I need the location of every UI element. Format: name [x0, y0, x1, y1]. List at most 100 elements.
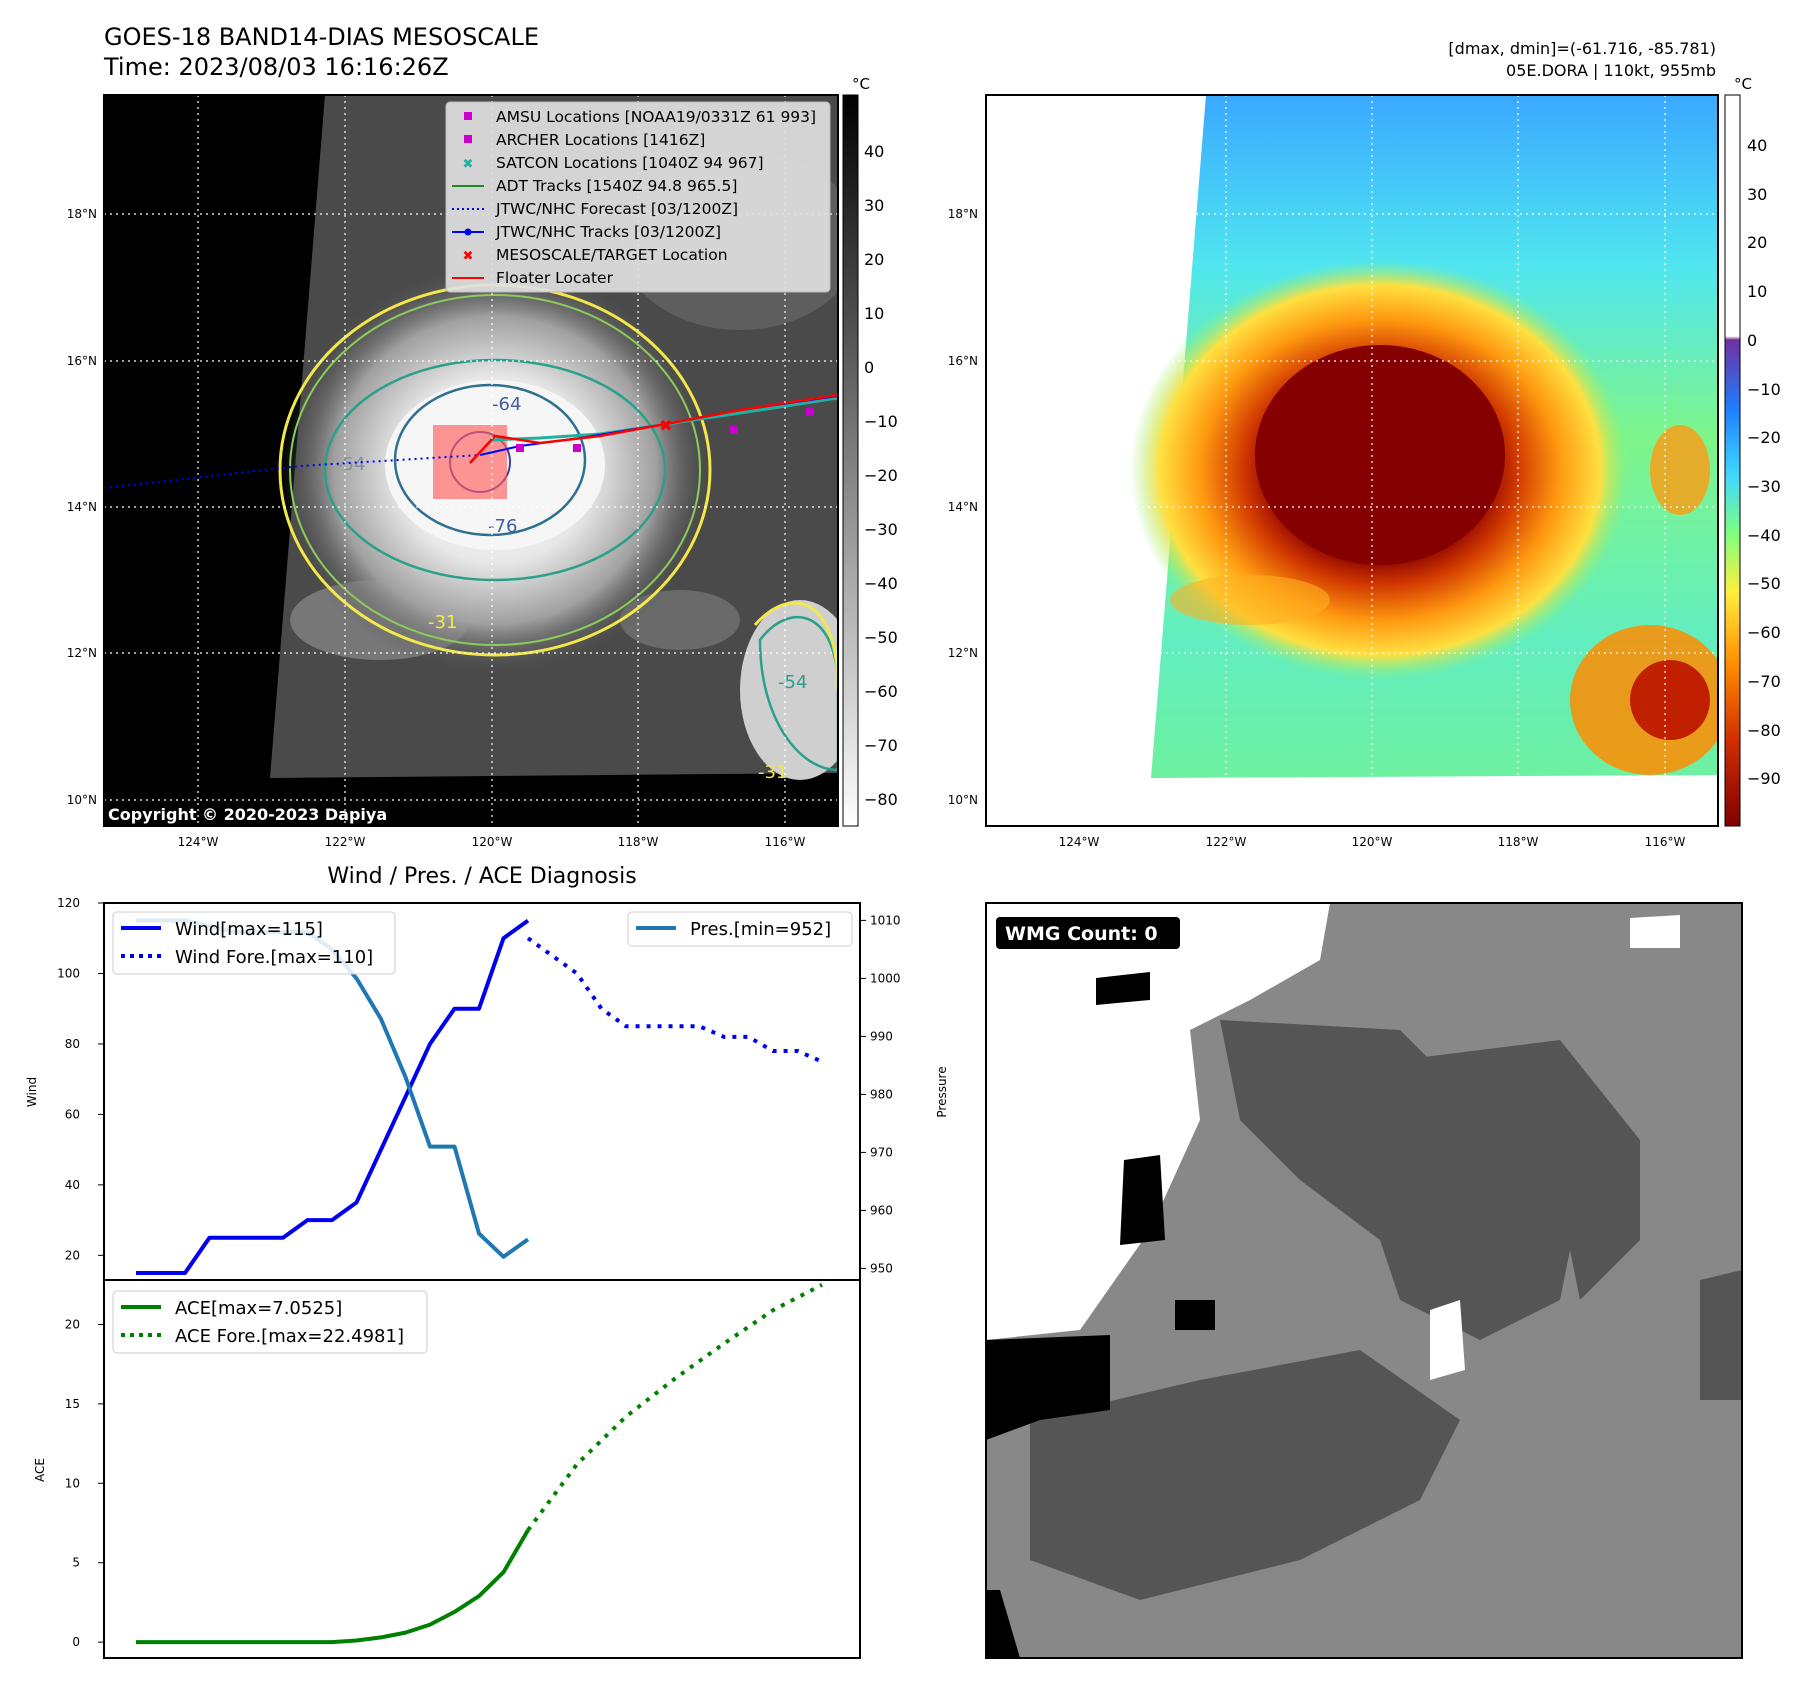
color-map-frame: [985, 94, 1719, 827]
pressure-legend-label: Pres.[min=952]: [690, 919, 831, 940]
wind-ticks: 20 40 60 80 100 120: [57, 896, 104, 1262]
wmg-count-label: WMG Count: 0: [1005, 923, 1158, 945]
ace-tick-label: 0: [72, 1635, 80, 1649]
legend-label: ADT Tracks [1540Z 94.8 965.5]: [496, 177, 737, 195]
lat-tick: 12°N: [67, 646, 97, 660]
cbar-tick: −80: [1747, 721, 1781, 740]
legend-label: MESOSCALE/TARGET Location: [496, 246, 728, 264]
color-colorbar: °C 40 30 20 10 0 −10 −20 −30 −40 −50 −60…: [1724, 75, 1781, 827]
pressure-tick-label: 990: [870, 1029, 893, 1043]
contour-label: -64: [492, 394, 521, 415]
contour-label: -31: [428, 612, 457, 633]
storm-info: 05E.DORA | 110kt, 955mb: [1506, 61, 1716, 80]
lat-tick: 10°N: [948, 793, 978, 807]
pressure-legend-box: [627, 911, 853, 947]
copyright-label: Copyright © 2020-2023 Dapiya: [108, 805, 387, 824]
lon-tick: 118°W: [618, 835, 659, 849]
cbar-tick: 0: [864, 358, 874, 377]
ace-line: [136, 1529, 530, 1645]
colorbar-unit: °C: [852, 75, 870, 93]
pressure-tick-label: 960: [870, 1203, 893, 1217]
cbar-tick: −20: [864, 466, 898, 485]
ir-lat-ticks: 18°N 16°N 14°N 12°N 10°N: [67, 207, 97, 807]
contour-teal: [323, 358, 667, 582]
ace-tick-label: 10: [65, 1476, 80, 1490]
lon-tick: 124°W: [1059, 835, 1100, 849]
cbar-tick: 10: [864, 304, 884, 323]
colorbar-unit: °C: [1734, 75, 1752, 93]
lat-tick: 16°N: [67, 354, 97, 368]
pressure-tick-label: 950: [870, 1261, 893, 1275]
wmg-frame: [985, 902, 1743, 1659]
wmg-panel: WMG Count: 0: [985, 902, 1743, 1659]
legend-label: Floater Locater: [496, 269, 614, 287]
wmg-class-black: [986, 1335, 1110, 1440]
lat-tick: 18°N: [67, 207, 97, 221]
wind-tick-label: 20: [65, 1248, 80, 1262]
wind-axis-label: Wind: [25, 1077, 39, 1107]
cbar-tick: −50: [1747, 574, 1781, 593]
wind-tick-label: 100: [57, 966, 80, 980]
cbar-tick: 10: [1747, 282, 1767, 301]
red-x-icon: ✖: [463, 249, 474, 264]
cbar-tick: −10: [864, 412, 898, 431]
cbar-tick: −70: [1747, 672, 1781, 691]
wmg-class-dark: [1220, 1020, 1580, 1340]
ace-tick-label: 20: [65, 1317, 80, 1331]
ir-colorbar: °C 40 30 20 10 0 −10 −20 −30 −40 −50 −60…: [842, 75, 898, 827]
ir-lon-ticks: 124°W 122°W 120°W 118°W 116°W: [178, 835, 806, 849]
ace-legend: ACE[max=7.0525] ACE Fore.[max=22.4981]: [112, 1290, 428, 1354]
cbar-tick: −40: [1747, 526, 1781, 545]
cbar-tick: 20: [864, 250, 884, 269]
pressure-tick-label: 970: [870, 1145, 893, 1159]
lat-tick: 12°N: [948, 646, 978, 660]
ace-fore-legend-label: ACE Fore.[max=22.4981]: [175, 1326, 404, 1347]
legend-item: JTWC/NHC Forecast [03/1200Z]: [452, 200, 738, 218]
lon-tick: 122°W: [1206, 835, 1247, 849]
legend-item: Floater Locater: [452, 269, 614, 287]
diagnosis-title: Wind / Pres. / ACE Diagnosis: [327, 864, 636, 889]
cbar-tick: −80: [864, 790, 898, 809]
cbar-tick: −50: [864, 628, 898, 647]
lon-tick: 116°W: [765, 835, 806, 849]
legend-item: JTWC/NHC Tracks [03/1200Z]: [452, 223, 721, 241]
intensity-range: [dmax, dmin]=(-61.716, -85.781): [1448, 39, 1716, 58]
lat-tick: 18°N: [948, 207, 978, 221]
cbar-tick: 20: [1747, 233, 1767, 252]
legend-item: ✖ SATCON Locations [1040Z 94 967]: [463, 154, 764, 172]
cbar-tick: 30: [864, 196, 884, 215]
target-marker: ✖: [659, 416, 672, 435]
wind-tick-label: 80: [65, 1037, 80, 1051]
legend-box: [445, 101, 831, 293]
wmg-count-badge: [996, 917, 1180, 949]
cbar-tick: −40: [864, 574, 898, 593]
lat-tick: 10°N: [67, 793, 97, 807]
colorbar-ticks: 40 30 20 10 0 −10 −20 −30 −40 −50 −60 −7…: [1747, 136, 1781, 788]
teal-x-icon: ✖: [463, 157, 474, 172]
amsu-marker: [516, 444, 524, 452]
cbar-tick: −90: [1747, 769, 1781, 788]
wind-legend-label: Wind[max=115]: [175, 919, 323, 940]
ace-axis-label: ACE: [33, 1458, 47, 1482]
cbar-tick: 40: [1747, 136, 1767, 155]
wind-tick-label: 120: [57, 896, 80, 910]
wind-line: [136, 918, 530, 1275]
contour-label: -76: [488, 516, 517, 537]
ace-forecast-line: [526, 1283, 823, 1532]
wind-forecast-line: [526, 936, 823, 1064]
ace-legend-label: ACE[max=7.0525]: [175, 1298, 342, 1319]
ace-legend-box: [112, 1290, 428, 1354]
cbar-tick: −10: [1747, 380, 1781, 399]
magenta-square-icon: [464, 112, 472, 120]
colorbar-gray-scale: [842, 94, 859, 827]
magenta-square-icon: [464, 135, 472, 143]
figure-time: Time: 2023/08/03 16:16:26Z: [103, 53, 449, 81]
cbar-tick: −20: [1747, 428, 1781, 447]
pressure-axis-label: Pressure: [935, 1066, 949, 1117]
lat-tick: 14°N: [948, 500, 978, 514]
pressure-tick-label: 1000: [870, 971, 901, 985]
color-map-panel: 124°W 122°W 120°W 118°W 116°W 18°N 16°N …: [948, 75, 1781, 849]
cbar-tick: 0: [1747, 331, 1757, 350]
colorbar-ticks: 40 30 20 10 0 −10 −20 −30 −40 −50 −60 −7…: [864, 142, 898, 809]
lon-tick: 122°W: [325, 835, 366, 849]
